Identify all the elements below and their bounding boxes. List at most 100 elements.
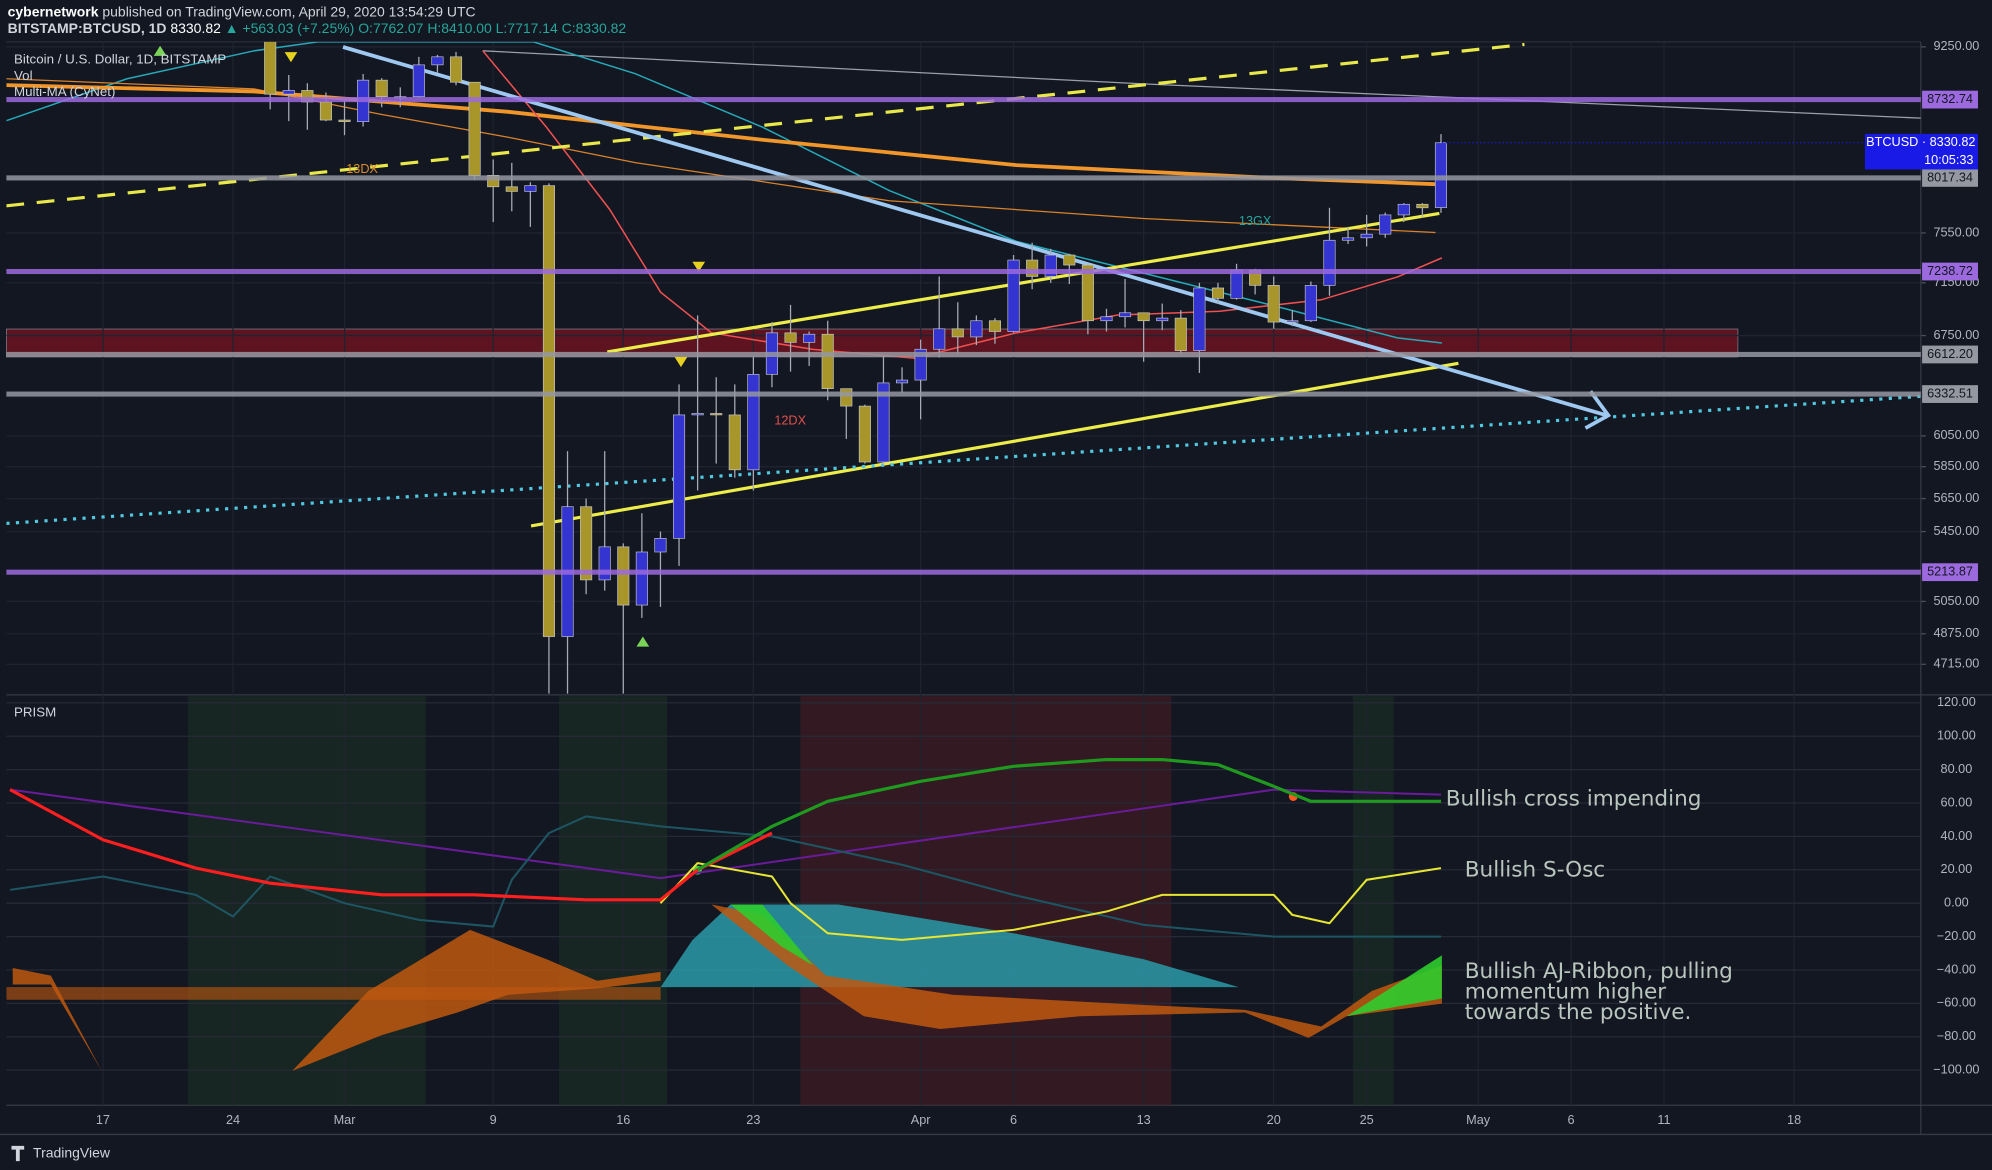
note: towards the positive.	[1465, 1000, 1692, 1025]
x-tick-label: 25	[1360, 1113, 1374, 1127]
y-tick-label: −20.00	[1937, 929, 1976, 943]
arrow-head	[1584, 390, 1612, 430]
panel-title: PRISM	[14, 704, 56, 719]
level-label: 6612.20	[1927, 347, 1973, 361]
candle-body	[821, 333, 834, 389]
level-tag	[1922, 345, 1978, 364]
candle-body	[635, 551, 648, 606]
x-tick-label: Apr	[911, 1113, 932, 1127]
marker	[692, 261, 706, 272]
chart-title: Bitcoin / U.S. Dollar, 1D, BITSTAMP	[14, 52, 226, 67]
y-tick-label: 5050.00	[1933, 594, 1979, 608]
candle-body	[1211, 287, 1225, 299]
x-tick-label: 18	[1787, 1113, 1801, 1127]
x-tick-label: 11	[1657, 1113, 1670, 1127]
ribbon-area	[730, 904, 814, 966]
level-tag	[1922, 169, 1978, 187]
x-tick-label: 23	[746, 1113, 760, 1127]
header-line: cybernetwork published on TradingView.co…	[8, 4, 476, 20]
y-tick-label: −60.00	[1937, 996, 1976, 1010]
candle-body	[747, 374, 760, 471]
published: published on TradingView.com, April 29, …	[102, 4, 475, 20]
symbol-line: BITSTAMP:BTCUSD, 1D 8330.82 ▲ +563.03 (+…	[8, 20, 627, 36]
candle-body	[858, 405, 871, 463]
marker	[284, 52, 298, 63]
x-tick-label: 20	[1267, 1113, 1281, 1127]
level-tag	[1922, 262, 1978, 281]
candle-body	[1137, 312, 1150, 322]
candle-body	[1007, 259, 1020, 332]
y-tick-label: 7550.00	[1933, 225, 1979, 239]
level-label: 8017.34	[1927, 170, 1973, 184]
level-line	[6, 175, 1921, 181]
candle-body	[691, 413, 704, 416]
candle-body	[524, 185, 537, 192]
trendline	[607, 211, 1440, 354]
candle-body	[542, 185, 555, 637]
candle-body	[710, 413, 723, 416]
candle-body	[1342, 237, 1355, 241]
level-tag	[1922, 563, 1978, 582]
y-tick-label: −80.00	[1937, 1029, 1976, 1043]
osc-line	[9, 815, 1441, 938]
y-tick-label: −100.00	[1933, 1063, 1979, 1077]
candle-body	[412, 64, 425, 98]
candle-body	[1081, 264, 1094, 322]
y-tick-label: 80.00	[1941, 762, 1973, 776]
candle-body	[1156, 317, 1169, 322]
candle-body	[896, 379, 909, 384]
candle-body	[673, 414, 686, 539]
ribbon-band	[6, 987, 661, 1000]
candle-body	[1044, 254, 1057, 277]
candle-body	[840, 388, 853, 407]
annotation: 13DX	[346, 162, 378, 176]
level-tag	[1922, 385, 1978, 403]
candle-body	[617, 546, 630, 606]
candle-body	[914, 348, 927, 381]
x-tick-label: 6	[1568, 1113, 1575, 1127]
level-label: 6332.51	[1927, 386, 1973, 400]
candle-body	[803, 333, 816, 343]
y-tick-label: 4875.00	[1933, 626, 1979, 640]
y-tick-label: 60.00	[1941, 795, 1973, 809]
candle-body	[1286, 320, 1299, 323]
y-tick-label: −40.00	[1937, 962, 1976, 976]
candle-body	[1230, 269, 1243, 299]
candle-body	[988, 320, 1001, 332]
candle-body	[598, 546, 611, 581]
y-tick-label: 6050.00	[1933, 428, 1979, 442]
candle-body	[1360, 233, 1373, 239]
candle-body	[951, 328, 964, 338]
y-tick-label: 20.00	[1941, 862, 1973, 876]
footer: TradingView	[33, 1144, 111, 1160]
candle-body	[338, 119, 351, 122]
annotation: 12DX	[774, 413, 806, 427]
last: 8330.82	[170, 20, 221, 36]
y-tick-label: 120.00	[1937, 695, 1976, 709]
zone	[800, 696, 1172, 1106]
candle-body	[375, 79, 388, 98]
annotation: 13GX	[1239, 214, 1272, 228]
indicator-label: Multi-MA (CyNet)	[14, 84, 115, 99]
candle-body	[654, 538, 667, 553]
x-tick-label: 17	[96, 1113, 110, 1127]
y-tick-label: 5450.00	[1933, 524, 1979, 538]
candle-body	[1026, 259, 1039, 277]
candle-body	[1379, 214, 1392, 235]
candle-body	[784, 332, 797, 343]
note: Bullish S-Osc	[1465, 858, 1605, 883]
y-tick-label: 0.00	[1944, 896, 1969, 910]
candle-body	[264, 41, 277, 95]
candle-body	[1397, 203, 1410, 216]
note: momentum higher	[1465, 980, 1667, 1005]
candle-body	[487, 175, 500, 188]
level-tag	[1922, 90, 1978, 109]
candle-body	[319, 101, 332, 121]
y-tick-label: 5850.00	[1933, 459, 1979, 473]
candle-body	[877, 382, 890, 463]
candle-body	[449, 56, 463, 83]
last-price-label: BTCUSD · 8330.82	[1866, 135, 1975, 149]
candle-body	[1267, 285, 1280, 323]
y-tick-label: 40.00	[1941, 829, 1973, 843]
